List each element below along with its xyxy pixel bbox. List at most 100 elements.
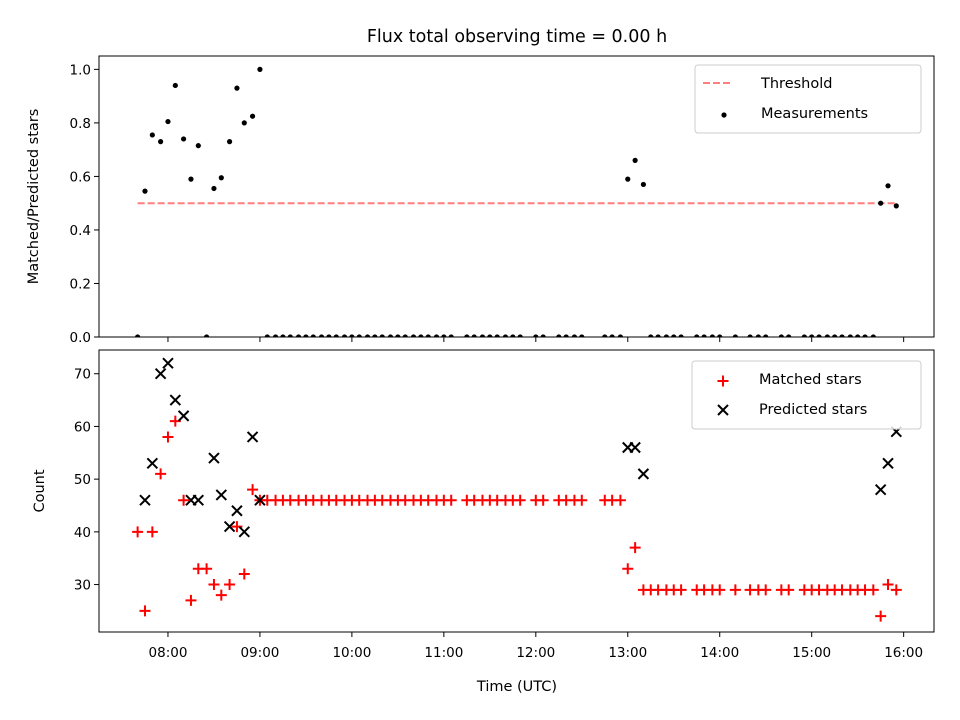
measurement-point <box>295 334 302 337</box>
matched-star-point <box>185 594 197 606</box>
matched-star-point <box>614 494 626 506</box>
measurement-point <box>471 334 477 337</box>
matched-star-point <box>215 589 227 601</box>
y-tick-label: 0.2 <box>70 276 91 292</box>
count-panel: 30 40 50 60 70 08:00 09:00 10:00 11:00 12:00 13:00… <box>32 349 935 661</box>
legend-measurement-swatch <box>721 112 727 118</box>
legend-label-threshold: Threshold <box>760 76 832 92</box>
matched-star-point <box>576 494 588 506</box>
matched-star-point <box>890 584 902 596</box>
y-tick-label: 1.0 <box>70 62 91 78</box>
matched-star-point <box>622 563 634 575</box>
matched-star-point <box>247 484 259 496</box>
measurement-point <box>878 200 884 206</box>
y-tick-label: 0.8 <box>70 116 91 132</box>
measurement-point <box>556 334 562 337</box>
matched-star-point <box>155 468 167 480</box>
y-axis-label: Count <box>32 469 48 512</box>
measurement-point <box>280 334 286 337</box>
legend: Matched stars Predicted stars <box>691 360 922 430</box>
matched-star-point <box>867 584 879 596</box>
measurement-point <box>441 334 447 337</box>
measurement-point <box>326 334 332 337</box>
predicted-star-point <box>192 494 205 506</box>
measurement-point <box>410 334 417 337</box>
chart-title: Flux total observing time = 0.00 h <box>367 27 667 47</box>
y-tick-label: 30 <box>74 578 91 594</box>
measurement-point <box>540 334 546 337</box>
measurement-point <box>502 334 509 337</box>
measurement-point <box>181 136 187 142</box>
measurement-point <box>786 334 792 337</box>
predicted-star-point <box>882 457 894 470</box>
predicted-star-point <box>169 394 182 406</box>
legend-matched-swatch <box>717 375 729 387</box>
measurement-point <box>617 334 624 337</box>
measurement-point <box>839 334 845 337</box>
measurement-point <box>571 334 578 337</box>
y-tick-label: 0.4 <box>70 223 91 239</box>
measurement-point <box>333 334 339 337</box>
measurement-point <box>763 334 769 337</box>
measurement-point <box>579 334 585 337</box>
y-tick-label: 0.0 <box>70 330 91 346</box>
matched-star-point <box>139 605 151 617</box>
predicted-star-point <box>215 489 228 501</box>
measurement-point <box>418 334 424 337</box>
measurement-point <box>671 334 677 337</box>
measurement-point <box>824 334 830 337</box>
matched-star-point <box>162 431 174 443</box>
x-tick-label: 08:00 <box>149 645 188 661</box>
measurement-point <box>663 334 669 337</box>
measurement-point <box>425 334 431 337</box>
measurement-point <box>533 334 539 337</box>
matched-star-point <box>445 494 457 506</box>
matched-star-point <box>231 521 243 533</box>
measurement-point <box>188 176 194 182</box>
matched-star-point <box>875 610 887 622</box>
matched-star-point <box>537 494 549 506</box>
measurement-point <box>517 334 523 337</box>
legend-box <box>694 64 922 134</box>
measurement-point <box>801 334 807 337</box>
x-tick-label: 15:00 <box>792 645 831 661</box>
measurement-point <box>372 334 378 337</box>
measurement-point <box>809 334 815 337</box>
legend: Threshold Measurements <box>694 64 922 134</box>
measurement-point <box>234 85 240 91</box>
measurement-point <box>755 334 761 337</box>
matched-star-point <box>514 494 526 506</box>
measurement-point <box>717 334 723 337</box>
measurement-point <box>272 334 279 337</box>
measurement-point <box>563 334 569 337</box>
measurement-point <box>709 334 715 337</box>
matched-star-point <box>224 579 236 591</box>
measurement-point <box>349 334 355 337</box>
measurement-point <box>832 334 838 337</box>
measurement-point <box>402 334 408 337</box>
measurement-point <box>464 334 470 337</box>
measurement-point <box>195 143 201 149</box>
y-tick-label: 70 <box>74 367 91 383</box>
measurement-point <box>303 334 309 337</box>
predicted-star-point <box>238 526 251 538</box>
legend-label-predicted: Predicted stars <box>759 402 867 418</box>
matched-star-point <box>882 579 894 591</box>
measurement-point <box>885 183 891 189</box>
measurement-point <box>479 334 486 337</box>
measurement-point <box>165 118 171 125</box>
matched-star-point <box>238 568 250 580</box>
x-tick-label: 13:00 <box>608 645 647 661</box>
predicted-star-point <box>223 520 236 533</box>
measurement-point <box>310 334 316 337</box>
measurement-point <box>870 334 876 337</box>
measurement-point <box>510 334 516 337</box>
matched-star-point <box>208 579 220 591</box>
legend-predicted-swatch <box>717 404 729 416</box>
measurement-point <box>847 334 853 337</box>
measurement-point <box>264 334 270 337</box>
measurement-point <box>701 334 707 337</box>
y-tick-label: 40 <box>74 525 91 541</box>
measurement-point <box>747 334 753 337</box>
